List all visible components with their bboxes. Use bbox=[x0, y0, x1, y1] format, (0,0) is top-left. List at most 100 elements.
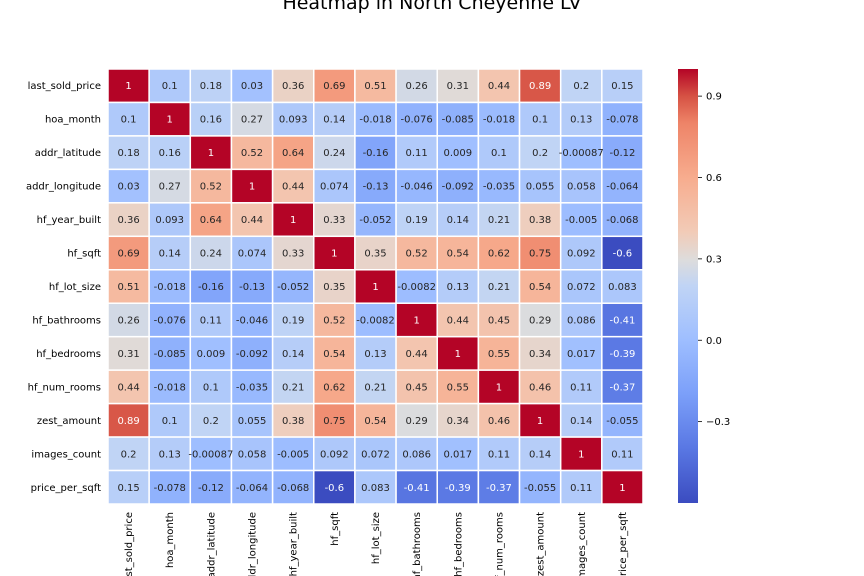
x-tick-label: addr_latitude bbox=[206, 512, 217, 576]
cell-value-label: -0.005 bbox=[277, 449, 309, 460]
cell-value-label: 0.31 bbox=[447, 81, 469, 92]
cell-value-label: 0.1 bbox=[162, 416, 178, 427]
heatmap-cell bbox=[395, 101, 438, 137]
cell-value-label: -0.085 bbox=[442, 115, 474, 126]
cell-value-label: 0.2 bbox=[121, 449, 137, 460]
cell-value-label: 0.38 bbox=[529, 215, 551, 226]
cell-value-label: -0.018 bbox=[154, 282, 186, 293]
cell-value-label: 0.083 bbox=[361, 483, 390, 494]
cell-value-label: -0.13 bbox=[363, 182, 389, 193]
cell-value-label: 1 bbox=[249, 182, 255, 193]
cell-value-label: 0.19 bbox=[406, 215, 428, 226]
heatmap-cell bbox=[313, 335, 356, 371]
cell-value-label: -0.005 bbox=[565, 215, 597, 226]
cell-value-label: 0.086 bbox=[402, 449, 431, 460]
heatmap-cell bbox=[559, 202, 603, 238]
cell-value-label: 0.009 bbox=[443, 148, 472, 159]
cell-value-label: 0.55 bbox=[447, 382, 469, 393]
heatmap-cell bbox=[354, 469, 397, 505]
cell-value-label: 0.11 bbox=[570, 483, 592, 494]
y-tick-label: addr_latitude bbox=[35, 148, 101, 159]
heatmap-cell bbox=[230, 202, 274, 238]
heatmap-cell bbox=[559, 436, 603, 472]
cell-value-label: 0.34 bbox=[529, 349, 551, 360]
cell-value-label: -0.085 bbox=[154, 349, 186, 360]
cell-labels: 1 0.1 0.18 0.03 0.36 0.69 0.51 0.26 0.31 0.44 0.89… bbox=[117, 81, 638, 494]
heatmap-cell bbox=[313, 68, 356, 104]
cell-value-label: -0.092 bbox=[236, 349, 268, 360]
heatmap-cell bbox=[477, 469, 521, 505]
chart-title: Heatmap in North Cheyenne LV bbox=[282, 0, 581, 14]
heatmap-cell bbox=[601, 269, 644, 304]
cell-value-label: -0.39 bbox=[609, 349, 635, 360]
cell-value-label: 0.21 bbox=[488, 215, 510, 226]
cell-value-label: -0.00087 bbox=[188, 449, 233, 460]
y-tick-label: price_per_sqft bbox=[31, 483, 101, 494]
cell-value-label: -0.055 bbox=[606, 416, 638, 427]
heatmap-cell bbox=[189, 202, 233, 238]
heatmap-cell bbox=[313, 168, 356, 204]
heatmap-cell bbox=[230, 469, 274, 505]
cell-value-label: 1 bbox=[413, 315, 419, 326]
cell-value-label: 0.15 bbox=[611, 81, 633, 92]
y-tick-label: addr_longitude bbox=[26, 182, 101, 193]
y-tick-label: hf_year_built bbox=[37, 215, 101, 226]
cell-value-label: 0.62 bbox=[488, 249, 510, 260]
y-tick-label: last_sold_price bbox=[28, 81, 101, 92]
cell-value-label: 0.086 bbox=[567, 315, 596, 326]
cell-value-label: -0.41 bbox=[609, 315, 635, 326]
cell-value-label: 0.14 bbox=[529, 449, 551, 460]
colorbar-tick-label: 0.3 bbox=[706, 254, 722, 265]
heatmap-cell bbox=[518, 302, 562, 338]
heatmap-cell bbox=[271, 302, 315, 338]
heatmap-cell bbox=[601, 469, 644, 505]
cell-value-label: 1 bbox=[290, 215, 296, 226]
cell-value-label: 0.11 bbox=[570, 382, 592, 393]
heatmap-cell bbox=[230, 269, 274, 304]
cell-value-label: 0.33 bbox=[323, 215, 345, 226]
heatmap-cell bbox=[230, 402, 274, 438]
cell-value-label: 1 bbox=[578, 449, 584, 460]
heatmap-cell bbox=[477, 235, 521, 271]
cell-value-label: 0.14 bbox=[159, 249, 181, 260]
cell-value-label: 0.21 bbox=[364, 382, 386, 393]
cell-value-label: 1 bbox=[496, 382, 502, 393]
cell-value-label: 0.19 bbox=[282, 315, 304, 326]
cell-value-label: 0.75 bbox=[323, 416, 345, 427]
heatmap-cell bbox=[436, 168, 480, 204]
cell-value-label: 0.083 bbox=[608, 282, 637, 293]
cell-value-label: -0.39 bbox=[445, 483, 471, 494]
cell-value-label: 1 bbox=[537, 416, 543, 427]
cell-value-label: 0.1 bbox=[203, 382, 219, 393]
cell-value-label: 0.64 bbox=[200, 215, 222, 226]
cell-value-label: 0.093 bbox=[155, 215, 184, 226]
cell-value-label: -0.41 bbox=[404, 483, 430, 494]
x-tick-label: hf_lot_size bbox=[371, 512, 382, 564]
cell-value-label: 0.75 bbox=[529, 249, 551, 260]
heatmap-cell bbox=[354, 436, 397, 472]
cell-value-label: 1 bbox=[372, 282, 378, 293]
y-tick-label: zest_amount bbox=[37, 416, 101, 427]
colorbar: 0.9 0.6 0.3 0.0 −0.3 bbox=[678, 69, 730, 503]
cell-value-label: 0.33 bbox=[282, 249, 304, 260]
x-tick-label: hf_num_rooms bbox=[494, 512, 505, 576]
y-tick-labels: last_sold_price hoa_month addr_latitudeadd… bbox=[26, 81, 101, 494]
colorbar-tick-label: 0.0 bbox=[706, 336, 722, 347]
heatmap-cell bbox=[477, 269, 521, 304]
cell-value-label: 0.055 bbox=[238, 416, 267, 427]
cell-value-label: 0.093 bbox=[279, 115, 308, 126]
heatmap-cell bbox=[354, 101, 397, 137]
heatmap-cell bbox=[107, 202, 150, 238]
heatmap-cell bbox=[148, 402, 192, 438]
cell-value-label: 0.36 bbox=[117, 215, 139, 226]
y-tick-label: hf_bathrooms bbox=[32, 315, 101, 326]
cell-value-label: -0.018 bbox=[483, 115, 515, 126]
cell-value-label: 0.45 bbox=[488, 315, 510, 326]
cell-value-label: 0.14 bbox=[282, 349, 304, 360]
heatmap-cell bbox=[189, 135, 233, 171]
heatmap-cell bbox=[313, 302, 356, 338]
cell-value-label: 0.14 bbox=[570, 416, 592, 427]
colorbar-tick-label: −0.3 bbox=[706, 417, 730, 428]
heatmap-cell bbox=[313, 469, 356, 505]
x-tick-label: hf_bedrooms bbox=[453, 512, 464, 576]
